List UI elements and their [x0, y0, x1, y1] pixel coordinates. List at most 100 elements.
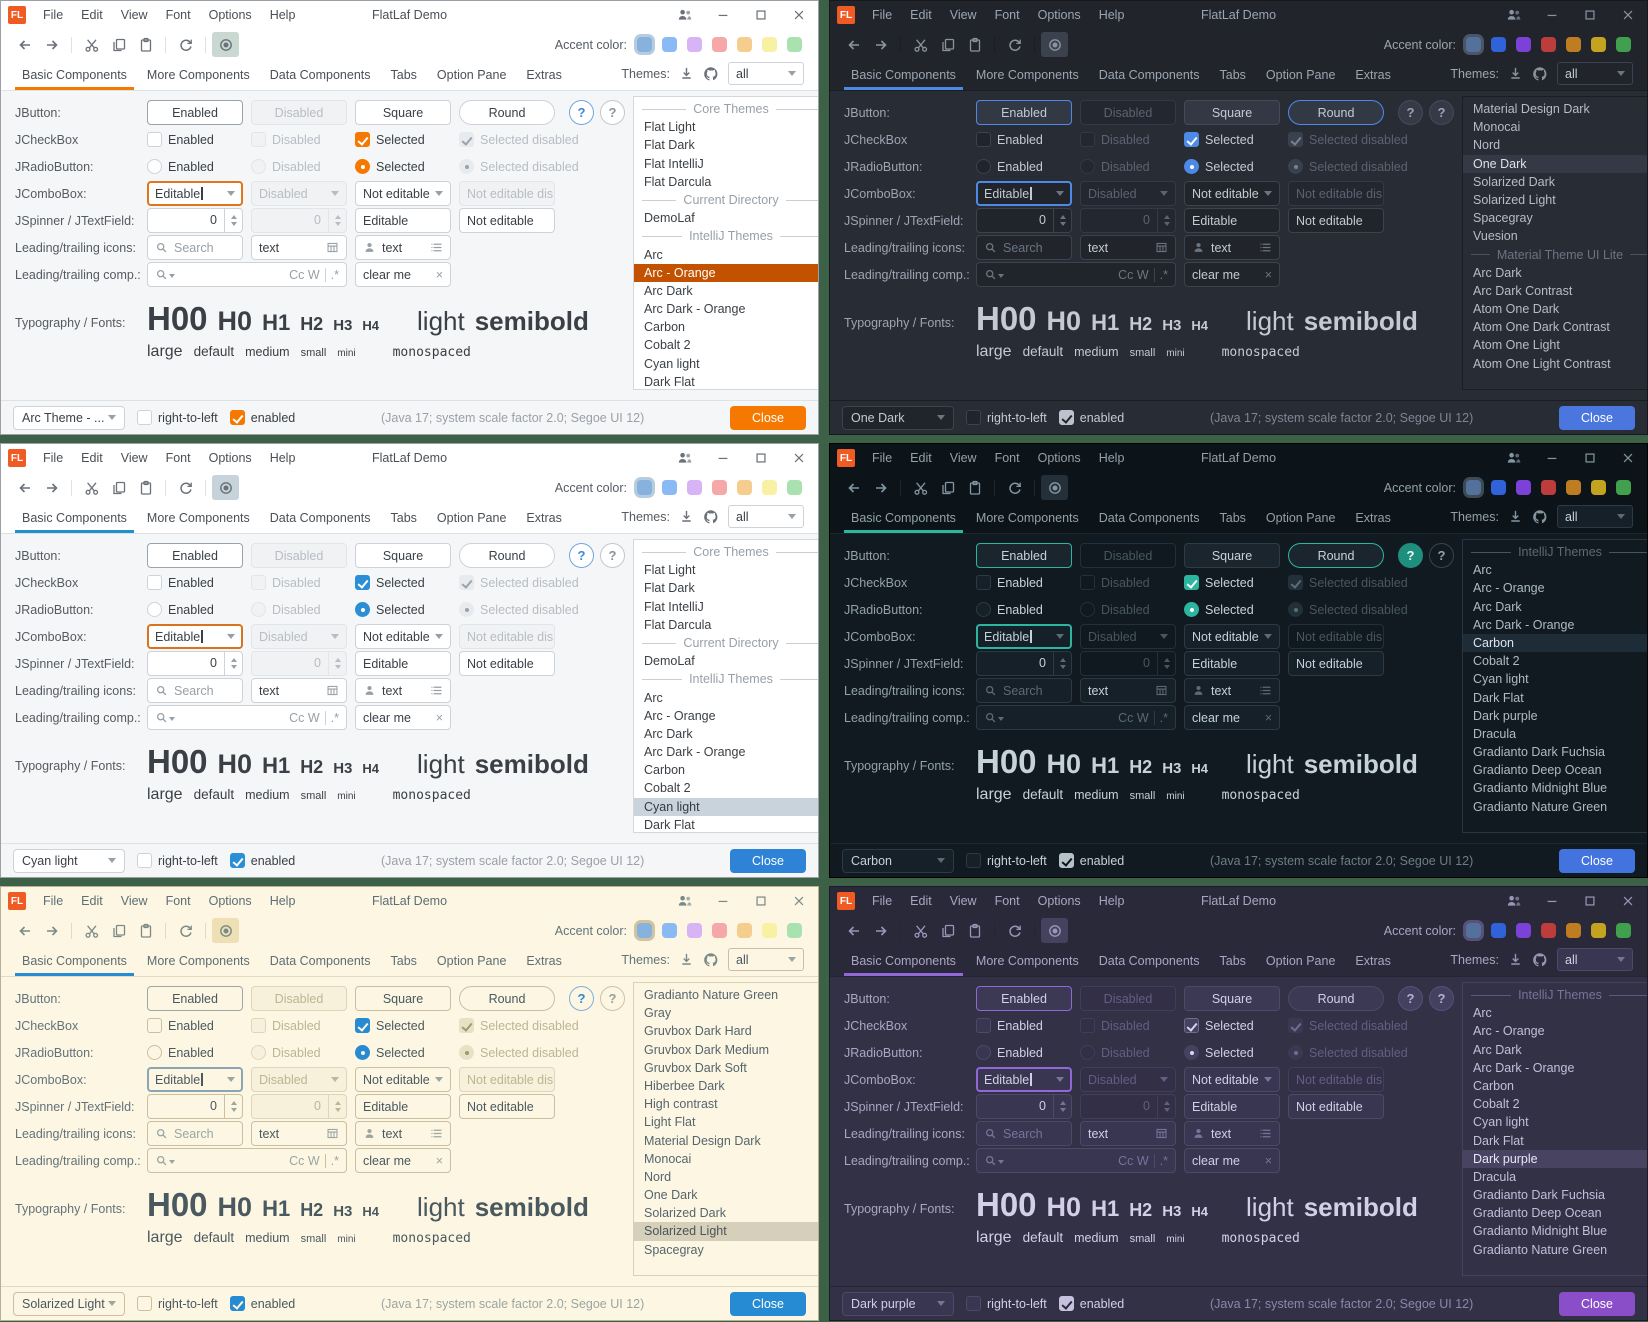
radio-selected[interactable]: Selected: [355, 1045, 451, 1060]
minimize-button[interactable]: [1533, 444, 1571, 472]
menu-font[interactable]: Font: [165, 894, 191, 908]
right-to-left-checkbox[interactable]: right-to-left: [966, 853, 1047, 868]
radio-selected[interactable]: Selected: [355, 159, 451, 174]
accent-swatch[interactable]: [662, 480, 677, 495]
square-button[interactable]: Square: [1184, 543, 1280, 568]
theme-list-item[interactable]: Solarized Light: [634, 1222, 818, 1241]
theme-list-item[interactable]: Flat Darcula: [644, 174, 712, 189]
menu-file[interactable]: File: [43, 8, 64, 22]
tab-tabs[interactable]: Tabs: [1219, 68, 1246, 82]
download-icon[interactable]: [679, 66, 694, 81]
close-button[interactable]: Close: [730, 848, 806, 873]
search-options-input[interactable]: Cc W .*: [976, 705, 1176, 730]
theme-list-item[interactable]: Gradianto Nature Green: [1473, 1242, 1608, 1257]
textfield-editable[interactable]: Editable: [1184, 208, 1280, 233]
round-button[interactable]: Round: [459, 100, 555, 125]
combobox-not-editable[interactable]: Not editable: [355, 1067, 451, 1092]
clear-icon[interactable]: ×: [435, 267, 443, 282]
spinner-enabled[interactable]: 0: [147, 208, 243, 233]
text-input-person[interactable]: text: [355, 1121, 451, 1146]
menu-options[interactable]: Options: [208, 8, 252, 22]
accent-swatch[interactable]: [762, 480, 777, 495]
accent-swatch[interactable]: [1616, 37, 1631, 52]
theme-list-item[interactable]: Arc: [644, 247, 663, 262]
theme-list-item[interactable]: Cyan light: [1473, 672, 1529, 687]
accent-swatch[interactable]: [712, 480, 727, 495]
forward-icon[interactable]: [38, 475, 65, 500]
accent-swatch[interactable]: [737, 37, 752, 52]
textfield-editable[interactable]: Editable: [355, 651, 451, 676]
maximize-button[interactable]: [1571, 1, 1609, 29]
tab-extras[interactable]: Extras: [1355, 68, 1391, 82]
spinner-arrows[interactable]: [1053, 209, 1071, 232]
search-options-input[interactable]: Cc W .*: [147, 705, 347, 730]
users-icon[interactable]: [666, 444, 704, 472]
tab-option-pane[interactable]: Option Pane: [1265, 511, 1336, 525]
search-input[interactable]: Search: [976, 678, 1072, 703]
enabled-button[interactable]: Enabled: [976, 543, 1072, 568]
combobox-editable[interactable]: Editable: [147, 181, 243, 206]
enabled-button[interactable]: Enabled: [147, 543, 243, 568]
search-input[interactable]: Search: [976, 1121, 1072, 1146]
combobox-not-editable[interactable]: Not editable: [355, 624, 451, 649]
radio-enabled[interactable]: Enabled: [976, 1045, 1072, 1060]
spinner-arrows[interactable]: [1053, 652, 1071, 675]
close-window-button[interactable]: [780, 444, 818, 472]
menu-font[interactable]: Font: [165, 451, 191, 465]
themes-filter-combo[interactable]: all: [1557, 948, 1633, 971]
cut-icon[interactable]: [907, 32, 934, 57]
search-with-options-icon[interactable]: [155, 711, 175, 724]
clearable-input[interactable]: clear me ×: [355, 1148, 451, 1173]
accent-swatch[interactable]: [687, 480, 702, 495]
table-icon[interactable]: [326, 1127, 339, 1140]
theme-list-item[interactable]: Gruvbox Dark Medium: [644, 1042, 770, 1057]
theme-list-item[interactable]: Flat Darcula: [644, 617, 712, 632]
combobox-editable[interactable]: Editable: [147, 624, 243, 649]
theme-list-item[interactable]: Monocai: [644, 1151, 692, 1166]
copy-icon[interactable]: [934, 475, 961, 500]
theme-list-item[interactable]: Flat IntelliJ: [644, 156, 704, 171]
menu-file[interactable]: File: [872, 8, 893, 22]
clear-icon[interactable]: ×: [1264, 1153, 1272, 1168]
accent-swatch[interactable]: [1516, 480, 1531, 495]
theme-list-item[interactable]: Arc Dark: [644, 726, 693, 741]
accent-swatch[interactable]: [712, 923, 727, 938]
tab-data-components[interactable]: Data Components: [1098, 511, 1200, 525]
list-icon[interactable]: [1259, 684, 1272, 697]
accent-swatch[interactable]: [1491, 37, 1506, 52]
theme-list-item[interactable]: Material Design Dark: [644, 1133, 761, 1148]
clearable-input[interactable]: clear me ×: [1184, 705, 1280, 730]
menu-options[interactable]: Options: [1037, 451, 1081, 465]
match-case-toggle[interactable]: Cc W: [289, 1153, 320, 1168]
theme-list-item[interactable]: Arc - Orange: [1473, 581, 1545, 596]
match-case-toggle[interactable]: Cc W: [289, 267, 320, 282]
menu-edit[interactable]: Edit: [910, 451, 932, 465]
accent-swatch[interactable]: [787, 37, 802, 52]
tab-basic-components[interactable]: Basic Components: [15, 62, 134, 90]
accent-swatch[interactable]: [787, 480, 802, 495]
clearable-input[interactable]: clear me ×: [355, 705, 451, 730]
radio-selected[interactable]: Selected: [355, 602, 451, 617]
clear-icon[interactable]: ×: [435, 1153, 443, 1168]
textfield-editable[interactable]: Editable: [355, 1094, 451, 1119]
tab-more-components[interactable]: More Components: [146, 68, 250, 82]
theme-list-item[interactable]: Arc Dark Contrast: [1473, 283, 1573, 298]
theme-list-item[interactable]: Flat Dark: [644, 138, 695, 153]
tab-basic-components[interactable]: Basic Components: [844, 948, 963, 976]
tab-basic-components[interactable]: Basic Components: [844, 62, 963, 90]
tab-extras[interactable]: Extras: [1355, 511, 1391, 525]
forward-icon[interactable]: [867, 32, 894, 57]
theme-combo[interactable]: Solarized Light: [13, 1291, 125, 1316]
paste-icon[interactable]: [132, 475, 159, 500]
theme-list-item[interactable]: Solarized Dark: [644, 1206, 726, 1221]
checkbox-selected[interactable]: Selected: [355, 575, 451, 590]
theme-list-item[interactable]: Cyan light: [1473, 1115, 1529, 1130]
text-input-calendar[interactable]: text: [1080, 1121, 1176, 1146]
theme-list-item[interactable]: Nord: [1473, 138, 1501, 153]
close-button[interactable]: Close: [730, 405, 806, 430]
checkbox-selected[interactable]: Selected: [355, 132, 451, 147]
match-case-toggle[interactable]: Cc W: [1118, 710, 1149, 725]
text-input-calendar[interactable]: text: [251, 235, 347, 260]
textfield-editable[interactable]: Editable: [1184, 651, 1280, 676]
search-options-input[interactable]: Cc W .*: [976, 262, 1176, 287]
